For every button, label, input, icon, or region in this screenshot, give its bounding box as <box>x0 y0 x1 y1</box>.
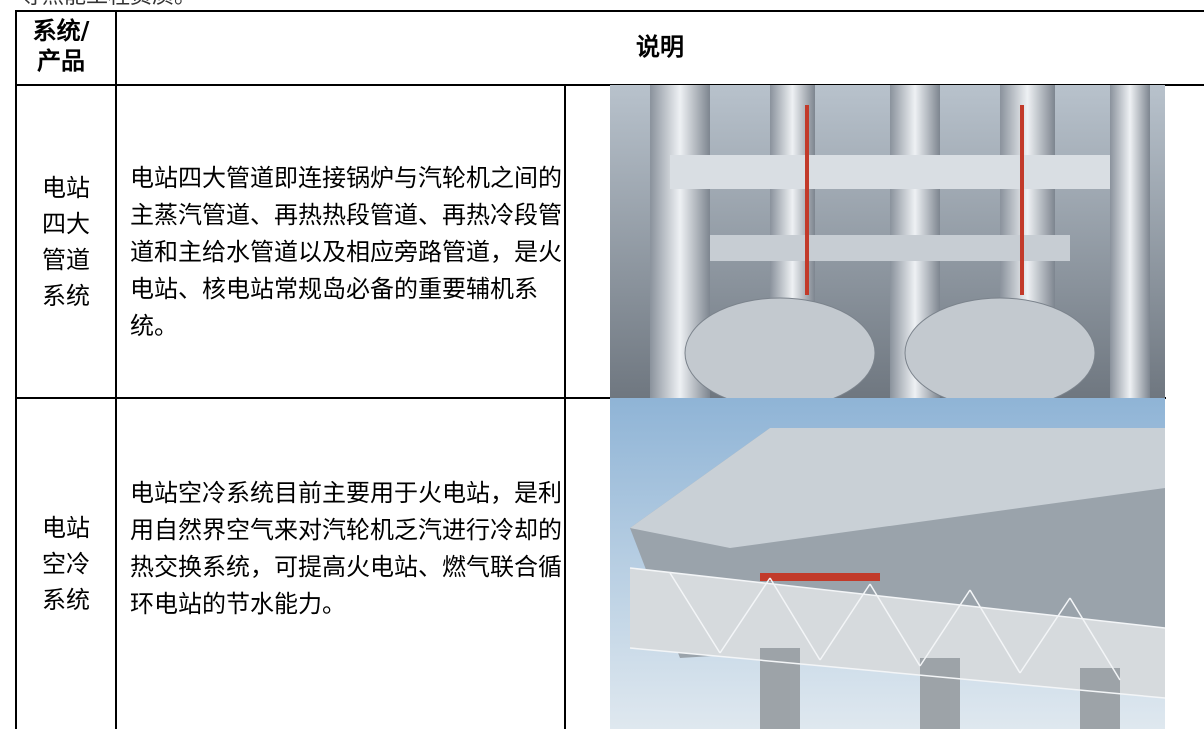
photo-pipes <box>610 85 1165 398</box>
photo-air-cooling <box>610 398 1165 729</box>
row-label: 电站空冷系统 <box>42 514 90 614</box>
table-border <box>115 10 117 729</box>
top-text: 等热能工程资质。 <box>20 0 196 10</box>
table-border <box>15 10 17 729</box>
row-description: 电站空冷系统目前主要用于火电站，是利用自然界空气来对汽轮机乏汽进行冷却的热交换系… <box>130 479 562 618</box>
row-label: 电站四大管道系统 <box>42 174 90 310</box>
table-border <box>564 85 566 729</box>
row-description: 电站四大管道即连接锅炉与汽轮机之间的主蒸汽管道、再热热段管道、再热冷段管道和主给… <box>130 164 562 340</box>
table-border <box>16 10 1204 12</box>
table-border <box>16 397 1166 399</box>
column-header: 系统/产品 <box>32 16 90 75</box>
column-header: 说明 <box>636 32 684 61</box>
